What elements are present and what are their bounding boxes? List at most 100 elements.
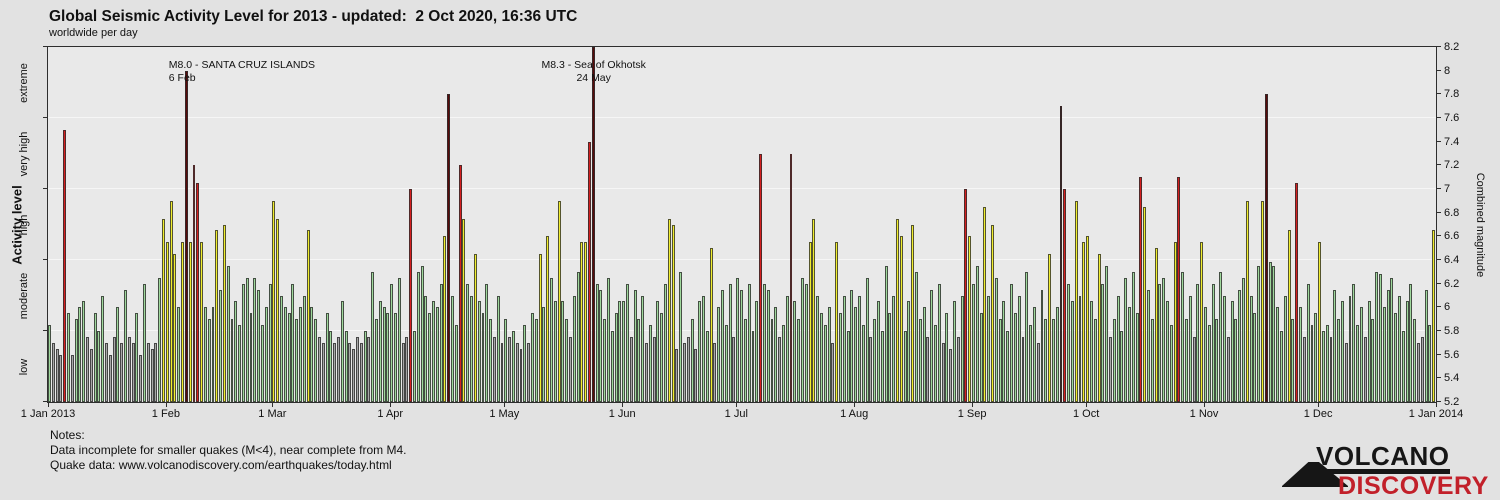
bar-day-22-low — [127, 336, 131, 402]
bar-day-275-moderate — [1089, 301, 1093, 402]
bar-day-242-very-high — [964, 189, 968, 402]
bar-day-29-low — [154, 342, 158, 402]
bar-day-174-moderate — [705, 331, 709, 402]
bar-day-309-moderate — [1219, 271, 1223, 402]
bar-day-301-moderate — [1188, 295, 1192, 402]
bar-day-64-moderate — [287, 313, 291, 402]
bar-day-46-moderate — [219, 289, 223, 402]
bar-day-41-high — [200, 242, 204, 402]
activity-level-tick — [43, 188, 48, 189]
bar-day-90-moderate — [386, 313, 390, 402]
y-axis-title-right: Combined magnitude — [1474, 172, 1486, 278]
bar-day-184-moderate — [743, 319, 747, 402]
bar-day-293-moderate — [1158, 283, 1162, 402]
bar-day-216-moderate — [865, 277, 869, 402]
bar-day-338-low — [1329, 336, 1333, 402]
bar-day-65-moderate — [291, 283, 295, 402]
bar-day-241-moderate — [960, 295, 964, 402]
bar-day-337-moderate — [1325, 325, 1329, 402]
bar-day-276-moderate — [1093, 319, 1097, 402]
bar-day-39-very-high — [192, 165, 196, 402]
bar-day-175-high — [709, 248, 713, 402]
bar-day-178-moderate — [721, 289, 725, 402]
bar-day-235-moderate — [937, 283, 941, 402]
magnitude-tick — [1436, 377, 1441, 379]
bar-day-324-moderate — [1276, 307, 1280, 402]
bar-day-13-moderate — [93, 313, 97, 402]
bar-day-155-moderate — [633, 289, 637, 402]
bar-day-123-moderate — [511, 331, 515, 402]
bar-day-133-moderate — [549, 277, 553, 402]
bar-day-271-high — [1074, 200, 1078, 402]
magnitude-tick-label: 7 — [1444, 183, 1451, 195]
magnitude-tick — [1436, 46, 1441, 47]
bar-day-257-low — [1021, 336, 1025, 402]
bar-day-312-moderate — [1230, 301, 1234, 402]
bar-day-201-high — [808, 242, 812, 402]
magnitude-tick-label: 5.2 — [1444, 396, 1460, 408]
bar-day-311-low — [1226, 336, 1230, 402]
bar-day-82-low — [356, 336, 359, 402]
bar-day-289-high — [1143, 206, 1147, 402]
gridline — [48, 259, 1436, 260]
notes-line-2: Quake data: www.volcanodiscovery.com/ear… — [50, 458, 392, 472]
bar-day-243-high — [968, 236, 972, 402]
bar-day-318-moderate — [1253, 313, 1257, 402]
month-tick-label: 1 Sep — [957, 408, 987, 420]
bar-day-315-moderate — [1242, 277, 1245, 402]
bar-day-69-high — [306, 230, 310, 402]
bar-day-321-extreme — [1264, 94, 1268, 402]
month-tick — [165, 402, 167, 407]
month-tick — [1204, 402, 1206, 407]
bar-day-230-moderate — [918, 319, 922, 402]
bar-day-100-moderate — [424, 295, 428, 402]
band-label-moderate: moderate — [18, 272, 30, 319]
bar-day-150-moderate — [614, 313, 618, 402]
bar-day-6-moderate — [67, 313, 70, 402]
chart-subtitle: worldwide per day — [49, 27, 138, 39]
bar-day-75-moderate — [329, 331, 333, 402]
bar-day-149-moderate — [610, 331, 614, 402]
bar-day-229-moderate — [915, 271, 918, 402]
bar-day-245-moderate — [975, 265, 979, 402]
bar-day-204-moderate — [819, 313, 823, 402]
bar-day-193-low — [778, 336, 782, 402]
month-tick — [1436, 402, 1437, 407]
bar-day-118-low — [492, 336, 496, 402]
bar-day-208-high — [835, 242, 839, 402]
bar-day-231-moderate — [922, 307, 926, 402]
magnitude-tick-label: 7.8 — [1444, 88, 1460, 101]
bar-day-256-moderate — [1017, 295, 1021, 402]
bar-day-270-moderate — [1070, 301, 1074, 402]
bar-day-111-moderate — [466, 283, 470, 402]
bar-day-286-moderate — [1131, 271, 1135, 402]
chart-title: Global Seismic Activity Level for 2013 -… — [49, 8, 578, 25]
bar-day-182-moderate — [736, 277, 740, 402]
bar-day-364-moderate — [1428, 325, 1432, 402]
bar-day-44-moderate — [211, 307, 215, 402]
bar-day-320-high — [1261, 200, 1265, 402]
bar-day-200-moderate — [804, 283, 808, 402]
bar-day-159-moderate — [648, 325, 652, 402]
bar-day-306-moderate — [1207, 325, 1211, 402]
bar-day-73-low — [321, 342, 325, 402]
bar-day-85-low — [367, 336, 371, 402]
bar-day-26-moderate — [143, 283, 147, 402]
bar-day-146-moderate — [599, 289, 603, 402]
magnitude-tick — [1436, 69, 1441, 71]
magnitude-tick — [1436, 235, 1441, 237]
bar-day-179-moderate — [724, 325, 728, 402]
bar-day-233-moderate — [930, 289, 934, 402]
bar-day-59-moderate — [268, 283, 272, 402]
bar-day-198-moderate — [797, 319, 801, 402]
magnitude-tick-label: 6.4 — [1444, 254, 1460, 266]
bar-day-313-moderate — [1234, 319, 1238, 402]
bar-day-81-low — [352, 348, 356, 402]
bar-day-206-moderate — [827, 307, 831, 402]
bar-day-14-moderate — [97, 331, 101, 402]
notes-heading: Notes: — [50, 428, 85, 442]
month-tick-label: 1 Aug — [840, 408, 869, 420]
bar-day-168-low — [683, 342, 686, 402]
bar-day-217-low — [869, 336, 873, 402]
magnitude-tick — [1436, 259, 1441, 260]
